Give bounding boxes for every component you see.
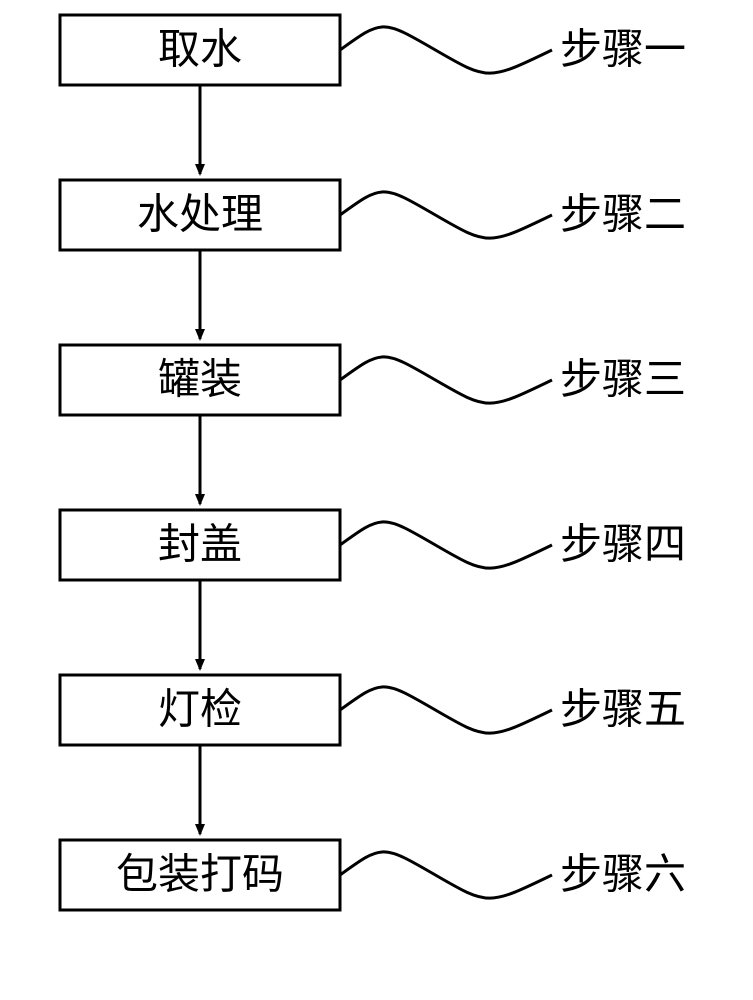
step-box-text-1: 取水: [158, 28, 242, 74]
connector-5: [340, 687, 552, 733]
step-box-text-6: 包装打码: [116, 853, 284, 899]
step-box-text-5: 灯检: [158, 687, 242, 734]
connector-4: [340, 522, 552, 568]
step-label-4: 步骤四: [560, 523, 686, 569]
step-label-3: 步骤三: [560, 358, 686, 404]
step-box-text-2: 水处理: [137, 193, 263, 239]
step-label-6: 步骤六: [560, 853, 686, 899]
connector-1: [340, 27, 552, 73]
step-box-text-4: 封盖: [158, 523, 242, 569]
step-box-text-3: 罐装: [158, 358, 242, 404]
connector-2: [340, 192, 552, 238]
connector-6: [340, 852, 552, 898]
flowchart-diagram: 取水 步骤一水处理 步骤二罐装 步骤三封盖 步骤四灯检 步骤五包装打码 步骤六: [0, 0, 753, 1000]
connector-3: [340, 357, 552, 403]
step-label-1: 步骤一: [560, 28, 686, 74]
step-label-5: 步骤五: [560, 688, 686, 734]
step-label-2: 步骤二: [560, 193, 686, 239]
